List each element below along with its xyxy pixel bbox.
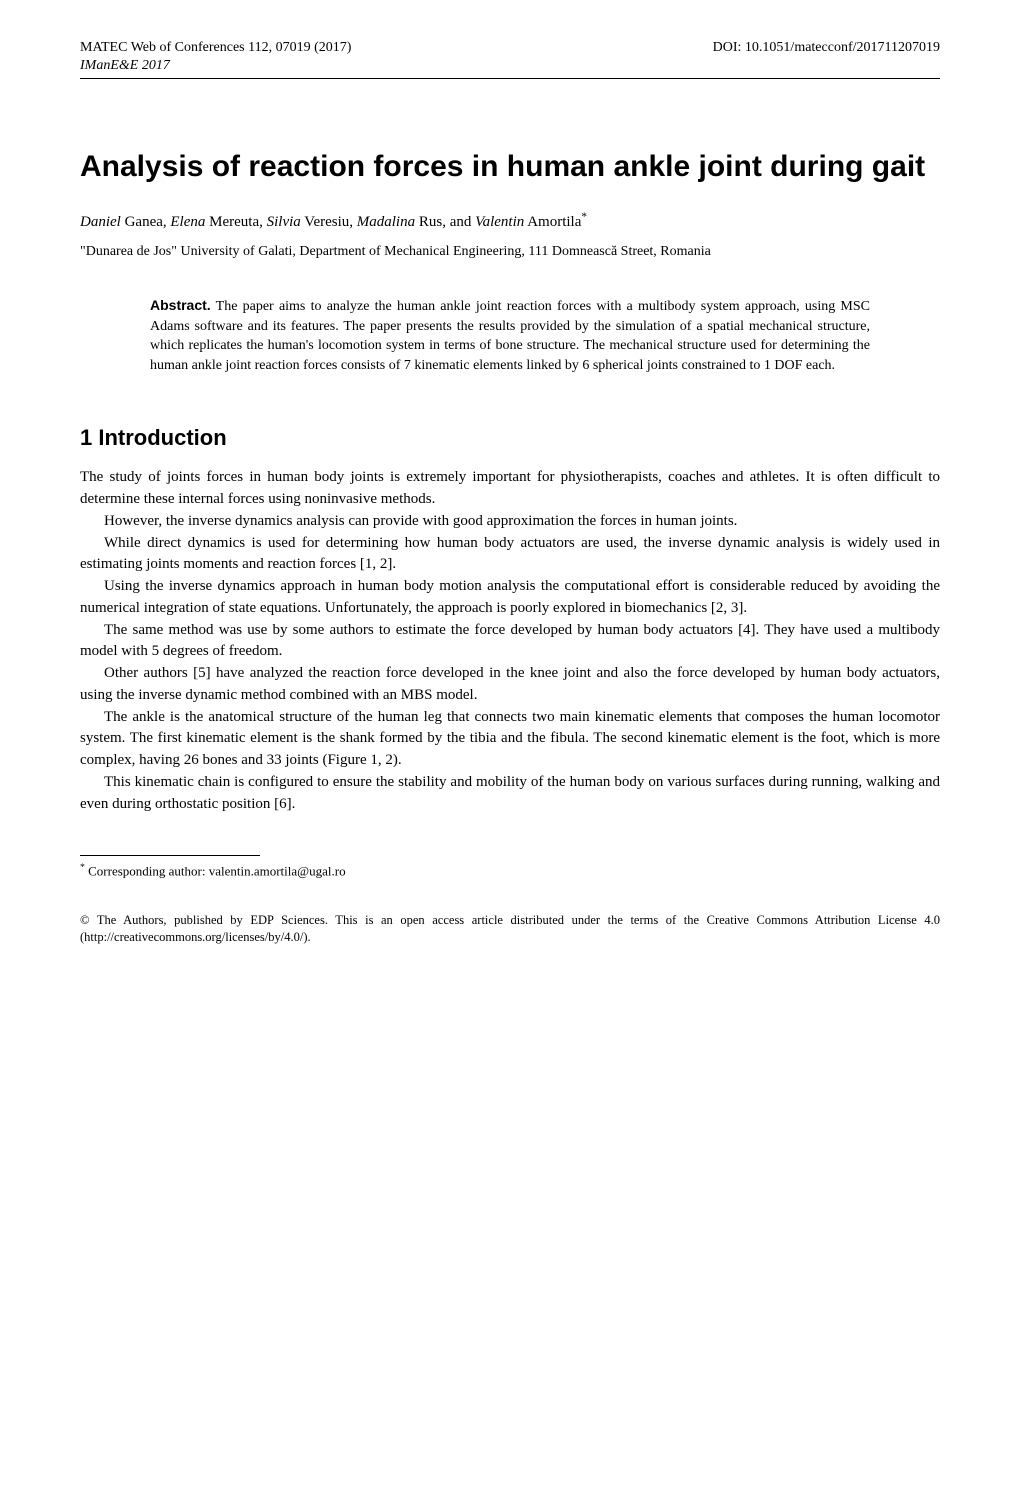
- body-paragraph: The same method was use by some authors …: [80, 620, 940, 664]
- header-journal: IManE&E 2017: [80, 58, 940, 74]
- body-paragraph: Other authors [5] have analyzed the reac…: [80, 663, 940, 707]
- body-paragraph: Using the inverse dynamics approach in h…: [80, 576, 940, 620]
- header-left: MATEC Web of Conferences 112, 07019 (201…: [80, 40, 351, 56]
- body-paragraph: The ankle is the anatomical structure of…: [80, 707, 940, 772]
- corresponding-author-footnote: * Corresponding author: valentin.amortil…: [80, 862, 940, 879]
- running-header: MATEC Web of Conferences 112, 07019 (201…: [80, 40, 940, 56]
- header-right-doi: DOI: 10.1051/matecconf/201711207019: [713, 40, 940, 56]
- body-paragraph: This kinematic chain is configured to en…: [80, 772, 940, 816]
- abstract-block: Abstract. The paper aims to analyze the …: [150, 296, 870, 375]
- header-rule: [80, 78, 940, 79]
- authors-line: Daniel Ganea, Elena Mereuta, Silvia Vere…: [80, 211, 940, 231]
- section-1-heading: 1 Introduction: [80, 425, 940, 451]
- affiliation: "Dunarea de Jos" University of Galati, D…: [80, 241, 940, 262]
- body-paragraph: The study of joints forces in human body…: [80, 467, 940, 511]
- paper-title: Analysis of reaction forces in human ank…: [80, 149, 940, 185]
- body-paragraph: However, the inverse dynamics analysis c…: [80, 511, 940, 533]
- abstract-text: The paper aims to analyze the human ankl…: [150, 299, 870, 373]
- footnote-rule: [80, 855, 260, 856]
- abstract-label: Abstract.: [150, 297, 211, 313]
- body-paragraph: While direct dynamics is used for determ…: [80, 533, 940, 577]
- license-text: © The Authors, published by EDP Sciences…: [80, 912, 940, 946]
